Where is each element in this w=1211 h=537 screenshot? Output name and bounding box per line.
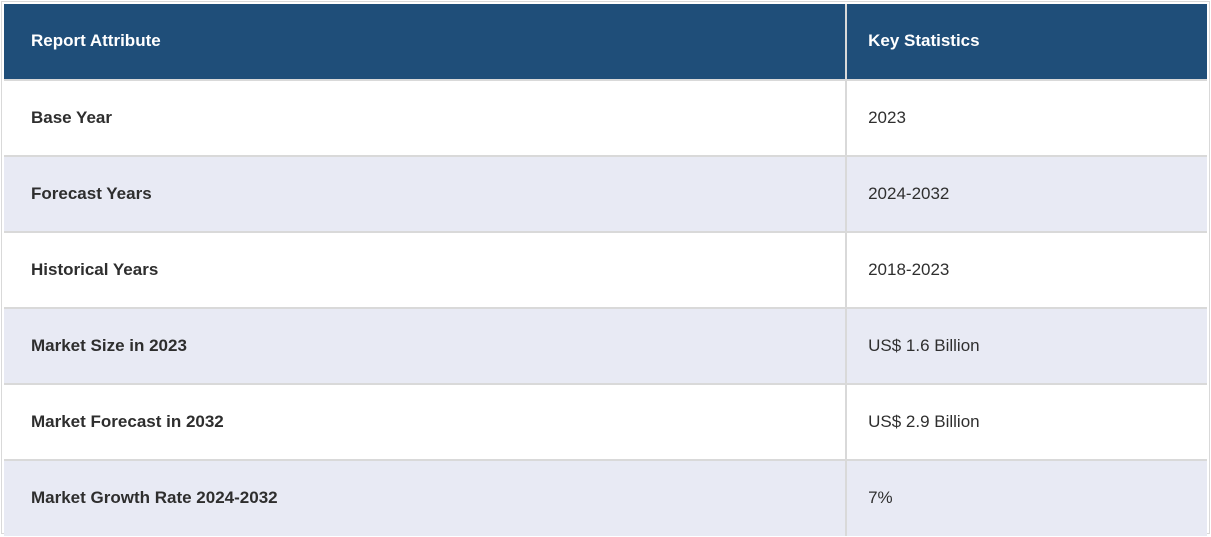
value-cell: 2024-2032	[845, 155, 1208, 233]
table-row: Historical Years 2018-2023	[2, 231, 1208, 309]
value-cell: US$ 1.6 Billion	[845, 307, 1208, 385]
table-body: Base Year 2023 Forecast Years 2024-2032 …	[2, 79, 1208, 537]
table-row: Base Year 2023	[2, 79, 1208, 157]
table-header: Report Attribute Key Statistics	[2, 3, 1208, 81]
table-row: Market Size in 2023 US$ 1.6 Billion	[2, 307, 1208, 385]
report-summary-table: Report Attribute Key Statistics Base Yea…	[2, 3, 1208, 537]
attribute-cell: Forecast Years	[2, 155, 848, 233]
attribute-cell: Historical Years	[2, 231, 848, 309]
value-cell: 2018-2023	[845, 231, 1208, 309]
value-cell: US$ 2.9 Billion	[845, 383, 1208, 461]
table-row: Forecast Years 2024-2032	[2, 155, 1208, 233]
column-header-report-attribute: Report Attribute	[2, 3, 848, 81]
value-cell: 2023	[845, 79, 1208, 157]
attribute-cell: Base Year	[2, 79, 848, 157]
value-cell: 7%	[845, 459, 1208, 537]
column-header-key-statistics: Key Statistics	[845, 3, 1208, 81]
attribute-cell: Market Growth Rate 2024-2032	[2, 459, 848, 537]
table-row: Market Growth Rate 2024-2032 7%	[2, 459, 1208, 537]
header-row: Report Attribute Key Statistics	[2, 3, 1208, 81]
table-row: Market Forecast in 2032 US$ 2.9 Billion	[2, 383, 1208, 461]
attribute-cell: Market Forecast in 2032	[2, 383, 848, 461]
attribute-cell: Market Size in 2023	[2, 307, 848, 385]
